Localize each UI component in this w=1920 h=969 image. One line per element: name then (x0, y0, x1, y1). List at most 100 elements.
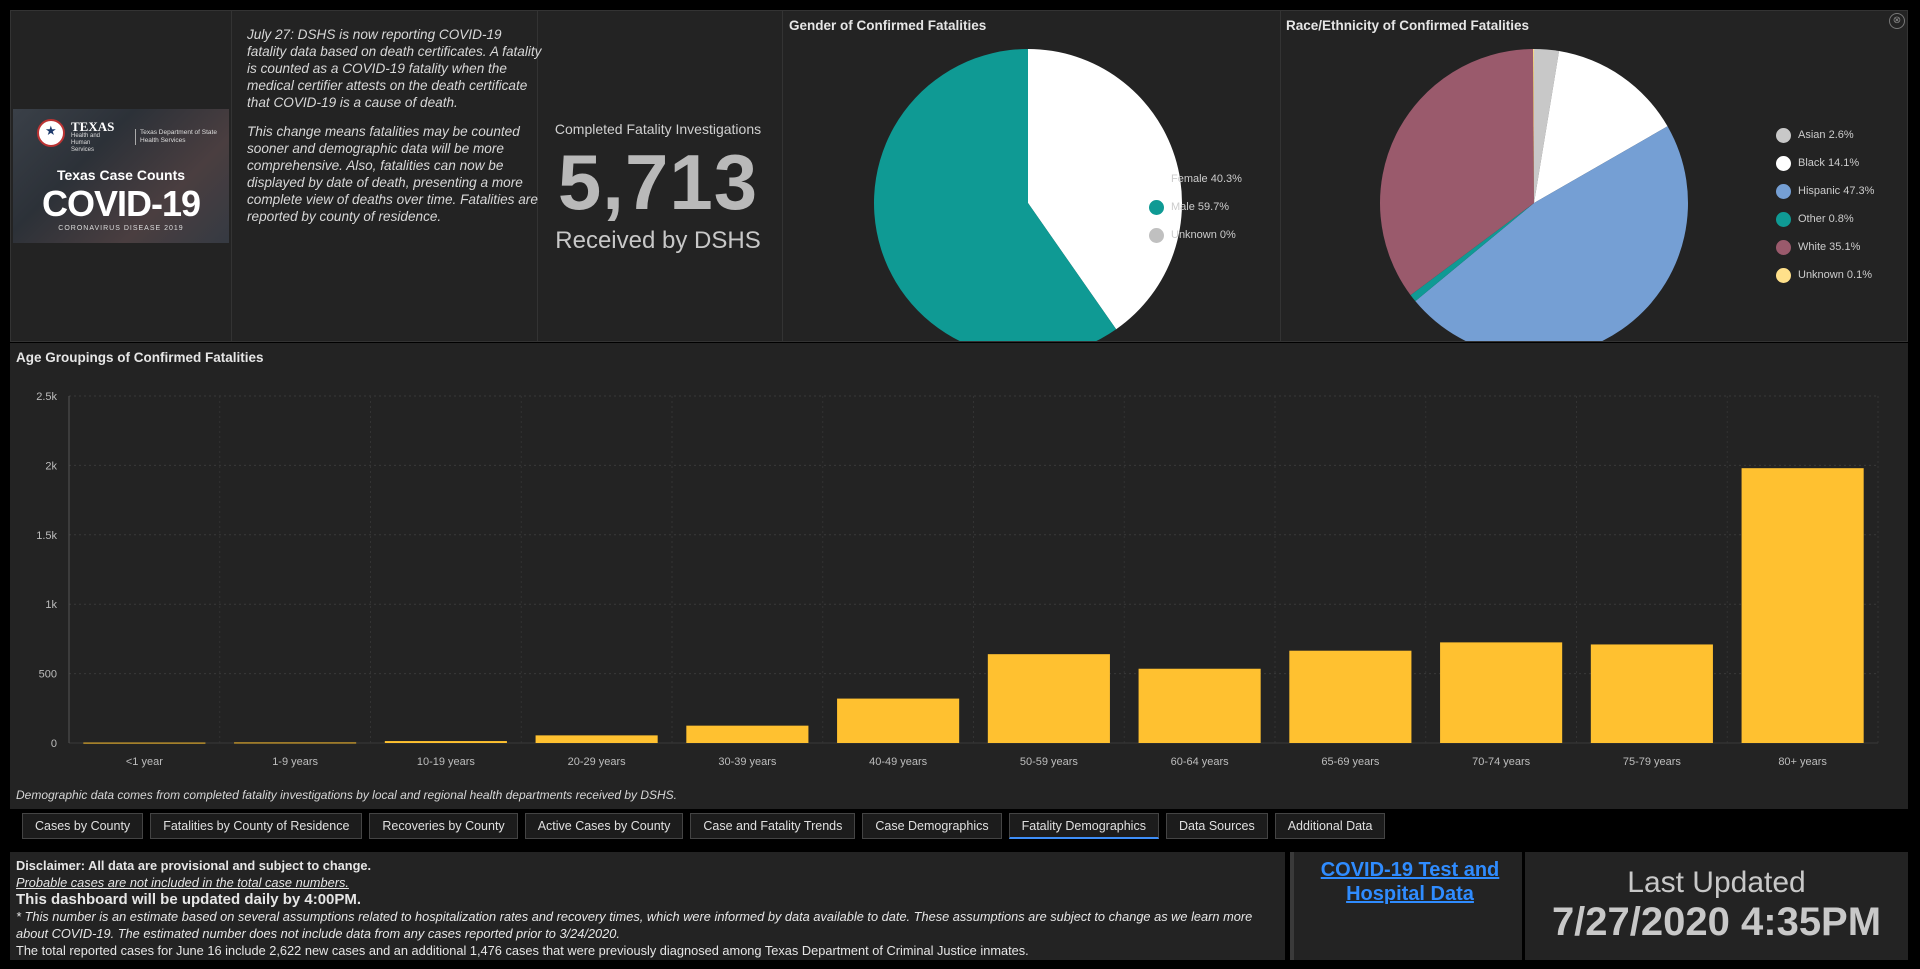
gender-legend-label: Unknown 0% (1171, 229, 1236, 241)
race-legend-label: Black 14.1% (1798, 157, 1860, 169)
gender-pie-chart[interactable] (783, 11, 1281, 341)
x-tick-label: 40-49 years (869, 756, 928, 768)
disclaimer-panel: Disclaimer: All data are provisional and… (10, 852, 1285, 960)
race-legend: Asian 2.6% Black 14.1% Hispanic 47.3% Other… (1776, 121, 1874, 289)
logo-subtitle: Texas Case Counts (56, 167, 186, 183)
y-tick-label: 2k (45, 460, 57, 472)
logo-hhs: Health and Human Services (71, 133, 101, 153)
indicator-value: 5,713 (557, 138, 759, 226)
gender-legend-item[interactable]: Male 59.7% (1149, 193, 1242, 221)
legend-swatch-icon (1776, 267, 1791, 283)
race-slice-other[interactable] (1410, 203, 1534, 302)
tab-case-demographics[interactable]: Case Demographics (862, 813, 1002, 839)
race-legend-item[interactable]: Black 14.1% (1776, 149, 1874, 177)
bar-65-69-years[interactable] (1289, 650, 1412, 743)
bar-80-years[interactable] (1741, 468, 1864, 743)
race-legend-label: Other 0.8% (1798, 213, 1854, 225)
race-legend-item[interactable]: Asian 2.6% (1776, 121, 1874, 149)
gender-legend-item[interactable]: Unknown 0% (1149, 221, 1242, 249)
gender-slice-female[interactable] (1028, 49, 1182, 330)
race-slice-hispanic[interactable] (1415, 126, 1688, 341)
logo-small: CORONAVIRUS DISEASE 2019 (58, 225, 184, 232)
age-chart-panel: Age Groupings of Confirmed Fatalities 0 5… (10, 343, 1908, 809)
x-tick-label: <1 year (126, 756, 163, 768)
tab-case-and-fatality-trends[interactable]: Case and Fatality Trends (690, 813, 856, 839)
tab-active-cases-by-county[interactable]: Active Cases by County (524, 813, 684, 839)
race-legend-label: Asian 2.6% (1798, 129, 1854, 141)
bar--1-year[interactable] (83, 742, 206, 744)
gender-slice-male[interactable] (874, 49, 1117, 341)
tab-recoveries-by-county[interactable]: Recoveries by County (369, 813, 518, 839)
tab-cases-by-county[interactable]: Cases by County (22, 813, 144, 839)
bar-1-9-years[interactable] (234, 742, 357, 744)
tab-data-sources[interactable]: Data Sources (1165, 813, 1268, 839)
legend-swatch-icon (1776, 211, 1791, 227)
bar-50-59-years[interactable] (987, 654, 1110, 743)
bar-70-74-years[interactable] (1440, 642, 1563, 743)
legend-swatch-icon (1776, 155, 1791, 171)
bar-10-19-years[interactable] (384, 741, 507, 743)
link-panel: COVID-19 Test and Hospital Data (1290, 852, 1522, 960)
disclaimer-text: Disclaimer: All data are provisional and… (16, 857, 1281, 959)
race-pie-chart[interactable] (1281, 11, 1909, 341)
legend-swatch-icon (1776, 239, 1791, 255)
y-tick-label: 1.5k (36, 530, 57, 542)
age-bar-chart[interactable]: 0 500 1k 1.5k 2k 2.5k <1 year 1-9 years 10-19 ye… (10, 343, 1908, 809)
x-tick-label: 60-64 years (1171, 756, 1230, 768)
disclaimer-line-3: This dashboard will be updated daily by … (16, 891, 362, 908)
note-paragraph-2: This change means fatalities may be coun… (247, 124, 538, 224)
fullscreen-icon[interactable]: ⊗ (1889, 13, 1905, 29)
disclaimer-line-5: The total reported cases for June 16 inc… (16, 943, 1029, 958)
tab-additional-data[interactable]: Additional Data (1274, 813, 1386, 839)
x-tick-label: 80+ years (1778, 756, 1827, 768)
y-tick-label: 500 (39, 669, 57, 681)
gender-chart-title: Gender of Confirmed Fatalities (789, 18, 987, 33)
y-tick-label: 0 (51, 738, 57, 750)
race-legend-item[interactable]: Hispanic 47.3% (1776, 177, 1874, 205)
logo-dshs: Texas Department of State Health Service… (135, 129, 220, 145)
logo-main: COVID-19 (41, 183, 201, 224)
bar-60-64-years[interactable] (1138, 668, 1261, 743)
race-legend-item[interactable]: White 35.1% (1776, 233, 1874, 261)
race-legend-label: Hispanic 47.3% (1798, 185, 1875, 197)
logo: TEXAS Health and Human Services Texas De… (13, 109, 229, 243)
race-legend-item[interactable]: Unknown 0.1% (1776, 261, 1874, 289)
last-updated-panel: Last Updated 7/27/2020 4:35PM (1525, 852, 1908, 960)
tab-fatality-demographics[interactable]: Fatality Demographics (1008, 813, 1159, 839)
x-tick-label: 50-59 years (1020, 756, 1079, 768)
bar-40-49-years[interactable] (837, 698, 960, 743)
race-legend-item[interactable]: Other 0.8% (1776, 205, 1874, 233)
indicator-subtitle: Received by DSHS (555, 227, 761, 254)
indicator-title: Completed Fatality Investigations (554, 121, 762, 137)
logo-cell: TEXAS Health and Human Services Texas De… (11, 11, 232, 341)
logo-state: TEXAS (71, 119, 115, 134)
gender-legend: Female 40.3% Male 59.7% Unknown 0% (1149, 165, 1242, 249)
gender-legend-item[interactable]: Female 40.3% (1149, 165, 1242, 193)
race-legend-label: Unknown 0.1% (1798, 269, 1872, 281)
disclaimer-line-4: * This number is an estimate based on se… (16, 909, 1253, 941)
note-paragraph-1: July 27: DSHS is now reporting COVID-19 … (247, 27, 542, 110)
tab-fatalities-by-county-of-residence[interactable]: Fatalities by County of Residence (150, 813, 363, 839)
tab-bar: Cases by County Fatalities by County of R… (22, 813, 1392, 839)
x-tick-label: 20-29 years (568, 756, 627, 768)
race-slice-asian[interactable] (1534, 49, 1560, 203)
race-slice-unknown[interactable] (1533, 49, 1534, 203)
gender-legend-label: Female 40.3% (1171, 173, 1242, 185)
race-slice-black[interactable] (1534, 51, 1668, 203)
note-cell (232, 11, 538, 341)
disclaimer-line-2: Probable cases are not included in the t… (16, 875, 349, 890)
gender-chart-cell: Gender of Confirmed Fatalities Female 40… (783, 11, 1281, 341)
bar-75-79-years[interactable] (1590, 644, 1713, 743)
y-tick-label: 1k (45, 599, 57, 611)
disclaimer-line-1: Disclaimer: All data are provisional and… (16, 858, 372, 873)
bar-30-39-years[interactable] (686, 725, 809, 743)
legend-swatch-icon (1149, 227, 1164, 243)
last-updated-title: Last Updated (1627, 866, 1806, 899)
bar-20-29-years[interactable] (535, 735, 658, 743)
x-tick-label: 75-79 years (1623, 756, 1682, 768)
x-tick-label: 1-9 years (272, 756, 318, 768)
test-hospital-data-link[interactable]: COVID-19 Test and Hospital Data (1320, 859, 1500, 905)
race-slice-white[interactable] (1380, 49, 1534, 296)
x-tick-label: 10-19 years (417, 756, 476, 768)
legend-swatch-icon (1776, 127, 1791, 143)
